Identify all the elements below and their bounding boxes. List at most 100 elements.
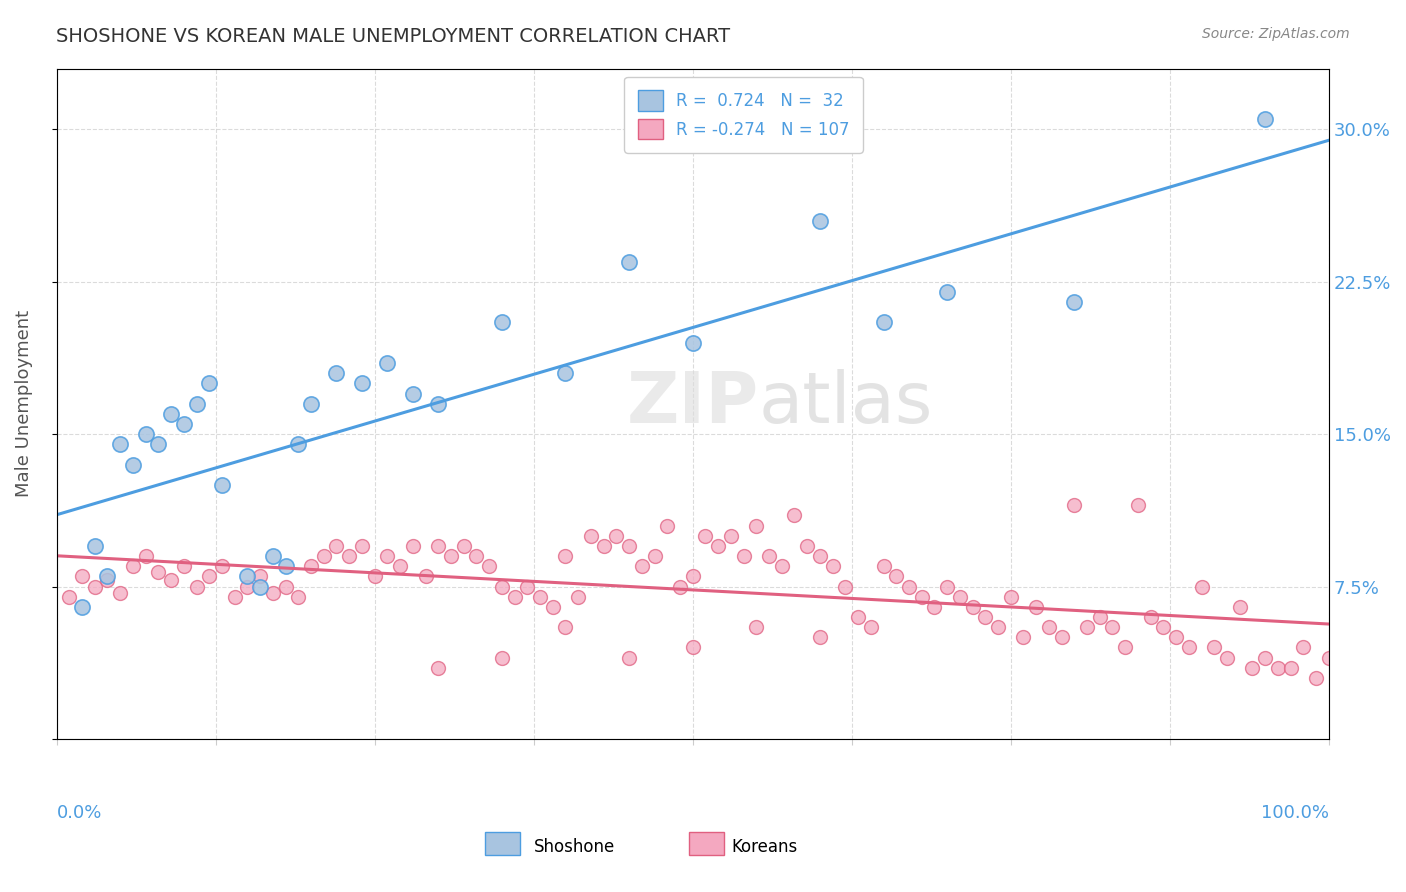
Point <box>236 569 259 583</box>
Point <box>350 376 373 391</box>
Y-axis label: Male Unemployment: Male Unemployment <box>15 310 32 497</box>
Point <box>1305 671 1327 685</box>
Point <box>1139 610 1161 624</box>
Point <box>427 397 450 411</box>
Point <box>491 580 513 594</box>
Point <box>1216 650 1239 665</box>
Point <box>148 566 170 580</box>
Text: 0.0%: 0.0% <box>56 804 103 822</box>
Point <box>478 559 501 574</box>
Point <box>491 650 513 665</box>
Point <box>402 386 425 401</box>
Point <box>682 335 704 350</box>
Point <box>211 478 233 492</box>
Point <box>567 590 589 604</box>
Text: Source: ZipAtlas.com: Source: ZipAtlas.com <box>1202 27 1350 41</box>
Point <box>262 549 284 563</box>
Point <box>70 569 93 583</box>
Point <box>796 539 818 553</box>
Point <box>122 458 145 472</box>
Text: Koreans: Koreans <box>731 838 797 856</box>
Point <box>186 580 208 594</box>
Text: SHOSHONE VS KOREAN MALE UNEMPLOYMENT CORRELATION CHART: SHOSHONE VS KOREAN MALE UNEMPLOYMENT COR… <box>56 27 730 45</box>
Point <box>491 315 513 329</box>
Point <box>274 559 297 574</box>
Point <box>617 539 640 553</box>
Point <box>465 549 488 563</box>
Point <box>682 640 704 655</box>
Point <box>1025 599 1047 614</box>
Point <box>695 529 717 543</box>
Point <box>173 417 195 431</box>
Point <box>682 569 704 583</box>
Point <box>783 508 806 523</box>
Point <box>821 559 844 574</box>
Point <box>1114 640 1136 655</box>
Point <box>58 590 80 604</box>
Point <box>350 539 373 553</box>
Point <box>312 549 335 563</box>
Point <box>415 569 437 583</box>
Point <box>160 407 183 421</box>
Point <box>1279 661 1302 675</box>
Point <box>1000 590 1022 604</box>
Point <box>1204 640 1226 655</box>
Point <box>592 539 614 553</box>
Point <box>325 539 347 553</box>
Point <box>541 599 564 614</box>
Point <box>1229 599 1251 614</box>
Point <box>287 437 309 451</box>
Point <box>1254 112 1277 127</box>
Point <box>924 599 946 614</box>
Point <box>325 366 347 380</box>
Point <box>249 569 271 583</box>
Point <box>808 630 831 644</box>
Point <box>529 590 551 604</box>
Point <box>579 529 602 543</box>
Point <box>949 590 972 604</box>
Point <box>224 590 246 604</box>
Text: atlas: atlas <box>758 369 932 438</box>
Point <box>1292 640 1315 655</box>
Legend: R =  0.724   N =  32, R = -0.274   N = 107: R = 0.724 N = 32, R = -0.274 N = 107 <box>624 77 863 153</box>
Point <box>287 590 309 604</box>
Point <box>1254 650 1277 665</box>
Point <box>707 539 730 553</box>
Point <box>657 518 679 533</box>
Point <box>884 569 907 583</box>
Point <box>554 620 576 634</box>
Point <box>274 580 297 594</box>
Point <box>148 437 170 451</box>
Point <box>897 580 920 594</box>
Point <box>808 214 831 228</box>
Point <box>936 580 959 594</box>
Point <box>554 366 576 380</box>
Point <box>974 610 997 624</box>
Point <box>962 599 984 614</box>
Point <box>1012 630 1035 644</box>
Point <box>516 580 538 594</box>
Point <box>872 315 894 329</box>
Point <box>83 539 105 553</box>
Point <box>644 549 666 563</box>
Point <box>936 285 959 299</box>
Point <box>720 529 742 543</box>
Point <box>1241 661 1264 675</box>
Point <box>110 437 132 451</box>
Point <box>669 580 692 594</box>
Point <box>427 661 450 675</box>
Point <box>1126 498 1149 512</box>
Point <box>173 559 195 574</box>
Point <box>96 574 118 588</box>
Point <box>1178 640 1201 655</box>
Text: 100.0%: 100.0% <box>1261 804 1329 822</box>
Point <box>135 427 157 442</box>
Point <box>299 397 322 411</box>
Point <box>389 559 412 574</box>
Point <box>1063 295 1085 310</box>
Point <box>758 549 780 563</box>
Point <box>503 590 526 604</box>
Point <box>554 549 576 563</box>
Text: ZIP: ZIP <box>627 369 759 438</box>
Point <box>859 620 882 634</box>
